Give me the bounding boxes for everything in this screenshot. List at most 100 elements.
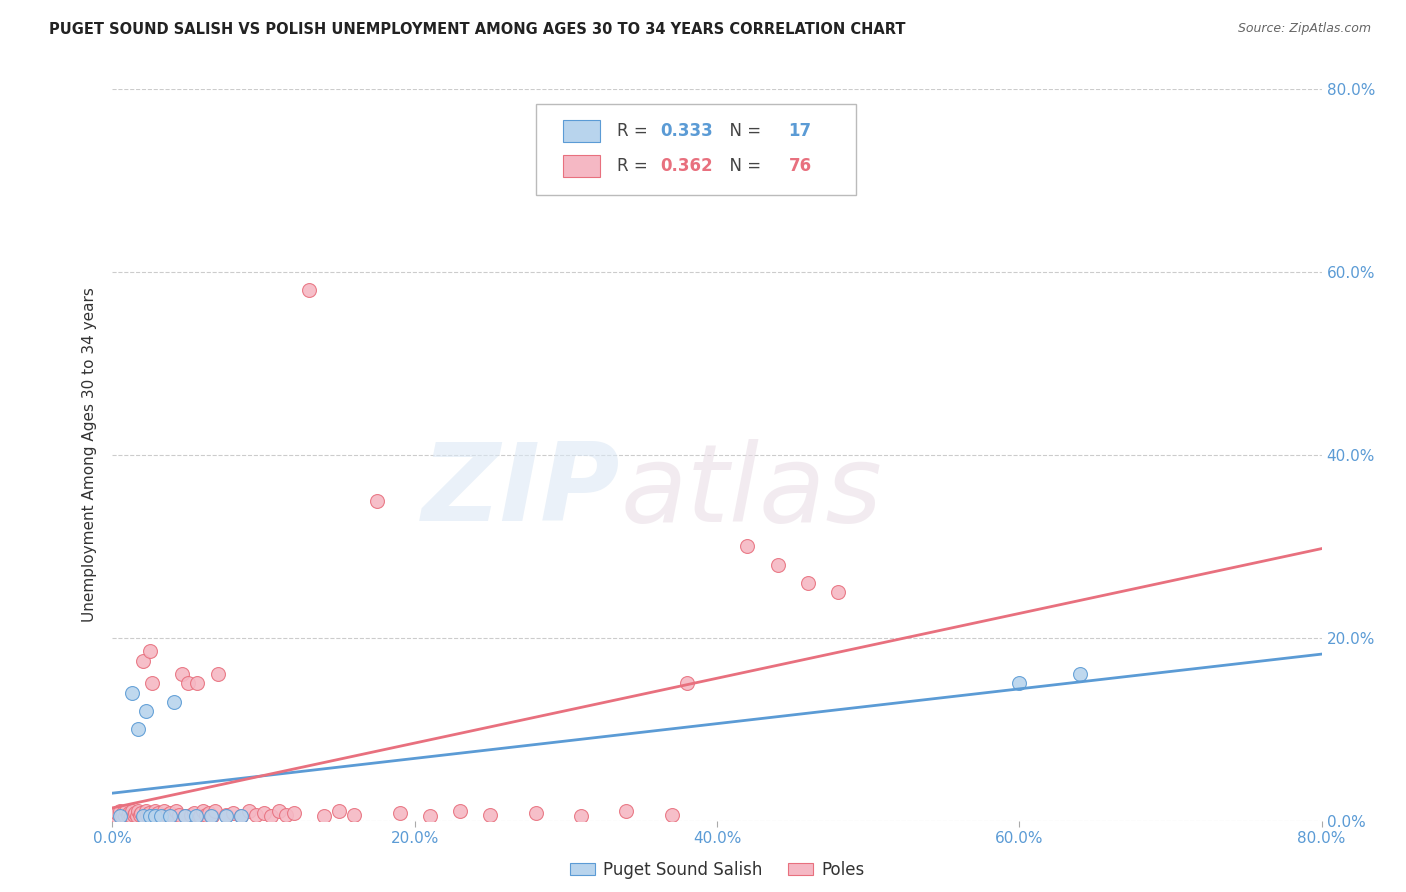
Point xyxy=(245,808,267,822)
Point xyxy=(188,809,211,823)
Point xyxy=(796,576,818,591)
Point xyxy=(143,805,166,819)
Text: N =: N = xyxy=(720,157,766,175)
Point xyxy=(135,805,157,819)
Point xyxy=(115,805,138,819)
Point xyxy=(253,806,276,821)
Point xyxy=(141,676,163,690)
Point xyxy=(114,809,136,823)
Point xyxy=(191,805,214,819)
Point xyxy=(174,809,197,823)
Point xyxy=(104,809,127,823)
Point xyxy=(201,809,224,823)
Point xyxy=(215,808,238,822)
Point xyxy=(132,654,155,668)
Text: R =: R = xyxy=(617,157,652,175)
Point xyxy=(170,667,193,681)
Point xyxy=(215,809,238,823)
Text: N =: N = xyxy=(720,122,766,140)
Point xyxy=(184,809,207,823)
Point xyxy=(108,809,131,823)
Point xyxy=(177,676,200,690)
Point xyxy=(616,805,638,819)
Y-axis label: Unemployment Among Ages 30 to 34 years: Unemployment Among Ages 30 to 34 years xyxy=(82,287,97,623)
Point xyxy=(162,809,184,823)
Text: R =: R = xyxy=(617,122,652,140)
Point xyxy=(108,805,131,819)
Point xyxy=(766,558,789,572)
Point xyxy=(139,809,162,823)
Point xyxy=(121,685,143,699)
Point xyxy=(366,493,388,508)
FancyBboxPatch shape xyxy=(564,155,600,177)
Point xyxy=(222,806,245,821)
Point xyxy=(314,809,336,823)
Point xyxy=(156,808,179,822)
Point xyxy=(153,805,176,819)
Point xyxy=(419,809,441,823)
Point xyxy=(159,806,181,821)
Point xyxy=(136,808,159,822)
Point xyxy=(159,809,181,823)
Point xyxy=(195,808,218,822)
Text: 0.333: 0.333 xyxy=(661,122,713,140)
Point xyxy=(138,806,160,821)
Point xyxy=(569,809,592,823)
Point xyxy=(827,585,849,599)
Point xyxy=(479,808,502,822)
Point xyxy=(198,806,221,821)
Point xyxy=(388,806,411,821)
Point xyxy=(186,676,208,690)
Point xyxy=(149,809,172,823)
Point xyxy=(207,667,229,681)
FancyBboxPatch shape xyxy=(536,103,856,195)
Point xyxy=(328,805,350,819)
Point xyxy=(229,809,252,823)
Point xyxy=(449,805,471,819)
Text: 0.362: 0.362 xyxy=(661,157,713,175)
Point xyxy=(675,676,697,690)
Point xyxy=(118,806,141,821)
Point xyxy=(737,539,759,553)
Point xyxy=(127,805,149,819)
Point xyxy=(134,809,156,823)
Point xyxy=(1069,667,1091,681)
Point xyxy=(661,808,683,822)
Point xyxy=(128,808,150,822)
Point xyxy=(145,808,167,822)
Point xyxy=(125,809,148,823)
Point xyxy=(110,809,132,823)
Point xyxy=(121,805,143,819)
Point xyxy=(127,723,149,737)
Point xyxy=(129,806,152,821)
Point xyxy=(1008,676,1031,690)
FancyBboxPatch shape xyxy=(564,120,600,142)
Point xyxy=(524,806,547,821)
Point xyxy=(146,806,169,821)
Text: ZIP: ZIP xyxy=(422,439,620,544)
Point xyxy=(183,806,205,821)
Point xyxy=(260,809,283,823)
Point xyxy=(117,808,139,822)
Text: Source: ZipAtlas.com: Source: ZipAtlas.com xyxy=(1237,22,1371,36)
Point xyxy=(276,808,298,822)
Point xyxy=(204,805,226,819)
Text: PUGET SOUND SALISH VS POLISH UNEMPLOYMENT AMONG AGES 30 TO 34 YEARS CORRELATION : PUGET SOUND SALISH VS POLISH UNEMPLOYMEN… xyxy=(49,22,905,37)
Point xyxy=(139,644,162,658)
Point xyxy=(343,808,366,822)
Point xyxy=(174,809,197,823)
Point xyxy=(298,284,321,298)
Point xyxy=(283,806,305,821)
Point xyxy=(120,809,142,823)
Point xyxy=(167,808,190,822)
Point xyxy=(238,805,260,819)
Text: atlas: atlas xyxy=(620,439,882,544)
Point xyxy=(163,695,186,709)
Point xyxy=(149,809,172,823)
Point xyxy=(122,808,145,822)
Point xyxy=(180,808,202,822)
Text: 76: 76 xyxy=(789,157,811,175)
Point xyxy=(142,809,165,823)
Point xyxy=(165,805,187,819)
Point xyxy=(135,704,157,718)
